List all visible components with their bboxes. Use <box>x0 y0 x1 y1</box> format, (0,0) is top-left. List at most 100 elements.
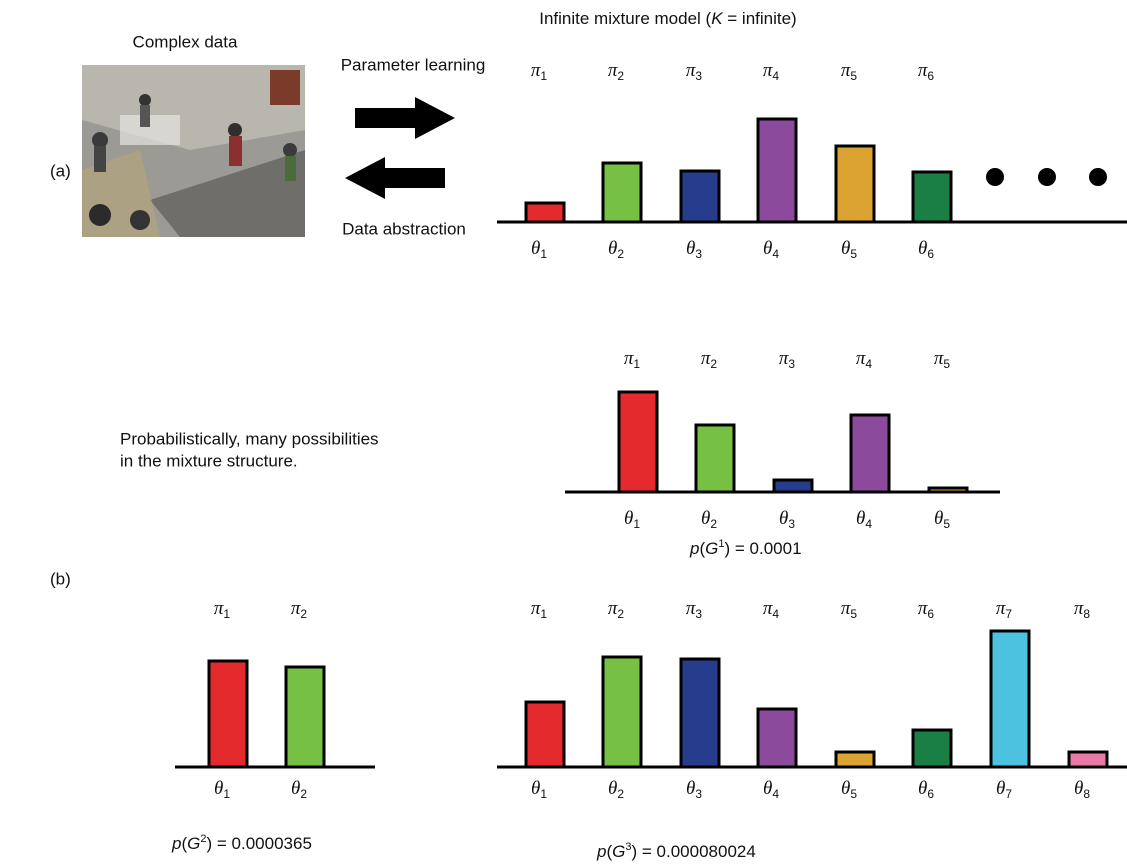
param-label: θ3 <box>686 238 702 261</box>
subscript: 1 <box>223 607 230 621</box>
subscript: 2 <box>300 607 307 621</box>
param-label: θ1 <box>531 778 547 801</box>
title-part: K <box>711 9 723 28</box>
symbol: θ <box>608 778 617 799</box>
subscript: 8 <box>1083 607 1090 621</box>
weight-label: π1 <box>624 348 641 371</box>
param-label: θ2 <box>291 778 307 801</box>
symbol: π <box>918 60 928 81</box>
subscript: 1 <box>633 517 640 531</box>
subscript: 2 <box>617 247 624 261</box>
symbol: π <box>608 60 618 81</box>
symbol: π <box>624 348 634 369</box>
subscript: 3 <box>788 517 795 531</box>
bar <box>836 752 874 767</box>
arrow-right <box>355 97 455 139</box>
bar <box>603 657 641 767</box>
bar <box>851 415 889 492</box>
subscript: 1 <box>223 787 230 801</box>
param-label: θ4 <box>763 238 779 261</box>
subscript: 3 <box>695 607 702 621</box>
subscript: 1 <box>540 787 547 801</box>
probability-part: G <box>187 834 200 853</box>
symbol: π <box>779 348 789 369</box>
symbol: θ <box>531 778 540 799</box>
subscript: 7 <box>1005 607 1012 621</box>
panel-label: (a) <box>50 161 71 180</box>
param-label: θ4 <box>763 778 779 801</box>
symbol: π <box>531 598 541 619</box>
symbol: π <box>841 60 851 81</box>
bar <box>991 631 1029 767</box>
bar-chart <box>497 119 1127 222</box>
symbol: θ <box>918 778 927 799</box>
panel-label: (b) <box>50 569 71 588</box>
symbol: θ <box>763 238 772 259</box>
bar <box>526 203 564 222</box>
probability-part: ) = 0.000080024 <box>632 842 756 861</box>
symbol: π <box>763 60 773 81</box>
ellipsis-dot <box>986 168 1004 186</box>
symbol: π <box>841 598 851 619</box>
weight-label: π5 <box>841 598 858 621</box>
bar-chart <box>565 392 1000 492</box>
bar <box>836 146 874 222</box>
backward-label: Data abstraction <box>342 219 466 238</box>
symbol: θ <box>531 238 540 259</box>
bar <box>774 480 812 492</box>
subscript: 4 <box>772 247 779 261</box>
weight-label: π2 <box>701 348 718 371</box>
subscript: 8 <box>1083 787 1090 801</box>
param-label: θ6 <box>918 778 934 801</box>
complex-data-image <box>82 65 305 237</box>
symbol: θ <box>934 508 943 529</box>
probability: p(G2) = 0.0000365 <box>171 833 312 854</box>
probability-part: p <box>689 539 699 558</box>
bar <box>286 667 324 767</box>
subscript: 6 <box>927 787 934 801</box>
probability-part: p <box>171 834 181 853</box>
bar <box>526 702 564 767</box>
weight-label: π4 <box>763 598 780 621</box>
param-label: θ4 <box>856 508 872 531</box>
subscript: 5 <box>850 69 857 83</box>
description: Probabilistically, many possibilities <box>120 429 379 448</box>
bar <box>603 163 641 222</box>
subscript: 3 <box>695 787 702 801</box>
symbol: π <box>291 598 301 619</box>
param-label: θ2 <box>608 778 624 801</box>
subscript: 4 <box>865 517 872 531</box>
subscript: 6 <box>927 69 934 83</box>
subscript: 5 <box>850 247 857 261</box>
subscript: 2 <box>710 517 717 531</box>
subscript: 5 <box>943 517 950 531</box>
symbol: π <box>996 598 1006 619</box>
symbol: θ <box>856 508 865 529</box>
subscript: 2 <box>710 357 717 371</box>
weight-label: π4 <box>763 60 780 83</box>
weight-label: π1 <box>531 60 548 83</box>
symbol: π <box>934 348 944 369</box>
param-label: θ1 <box>531 238 547 261</box>
symbol: θ <box>841 778 850 799</box>
subscript: 4 <box>772 787 779 801</box>
ellipsis-dot <box>1089 168 1107 186</box>
weight-label: π8 <box>1074 598 1091 621</box>
subscript: 1 <box>540 69 547 83</box>
weight-label: π2 <box>608 598 625 621</box>
subscript: 1 <box>540 247 547 261</box>
bar <box>209 661 247 767</box>
bar <box>681 171 719 222</box>
probability-part: G <box>705 539 718 558</box>
subscript: 5 <box>943 357 950 371</box>
subscript: 2 <box>617 69 624 83</box>
panel-title: Infinite mixture model (K = infinite) <box>539 9 796 28</box>
symbol: θ <box>686 238 695 259</box>
bar <box>696 425 734 492</box>
weight-label: π5 <box>934 348 951 371</box>
bar-chart <box>497 631 1127 767</box>
subscript: 1 <box>540 607 547 621</box>
weight-label: π3 <box>686 60 703 83</box>
weight-label: π1 <box>531 598 548 621</box>
subscript: 4 <box>772 69 779 83</box>
